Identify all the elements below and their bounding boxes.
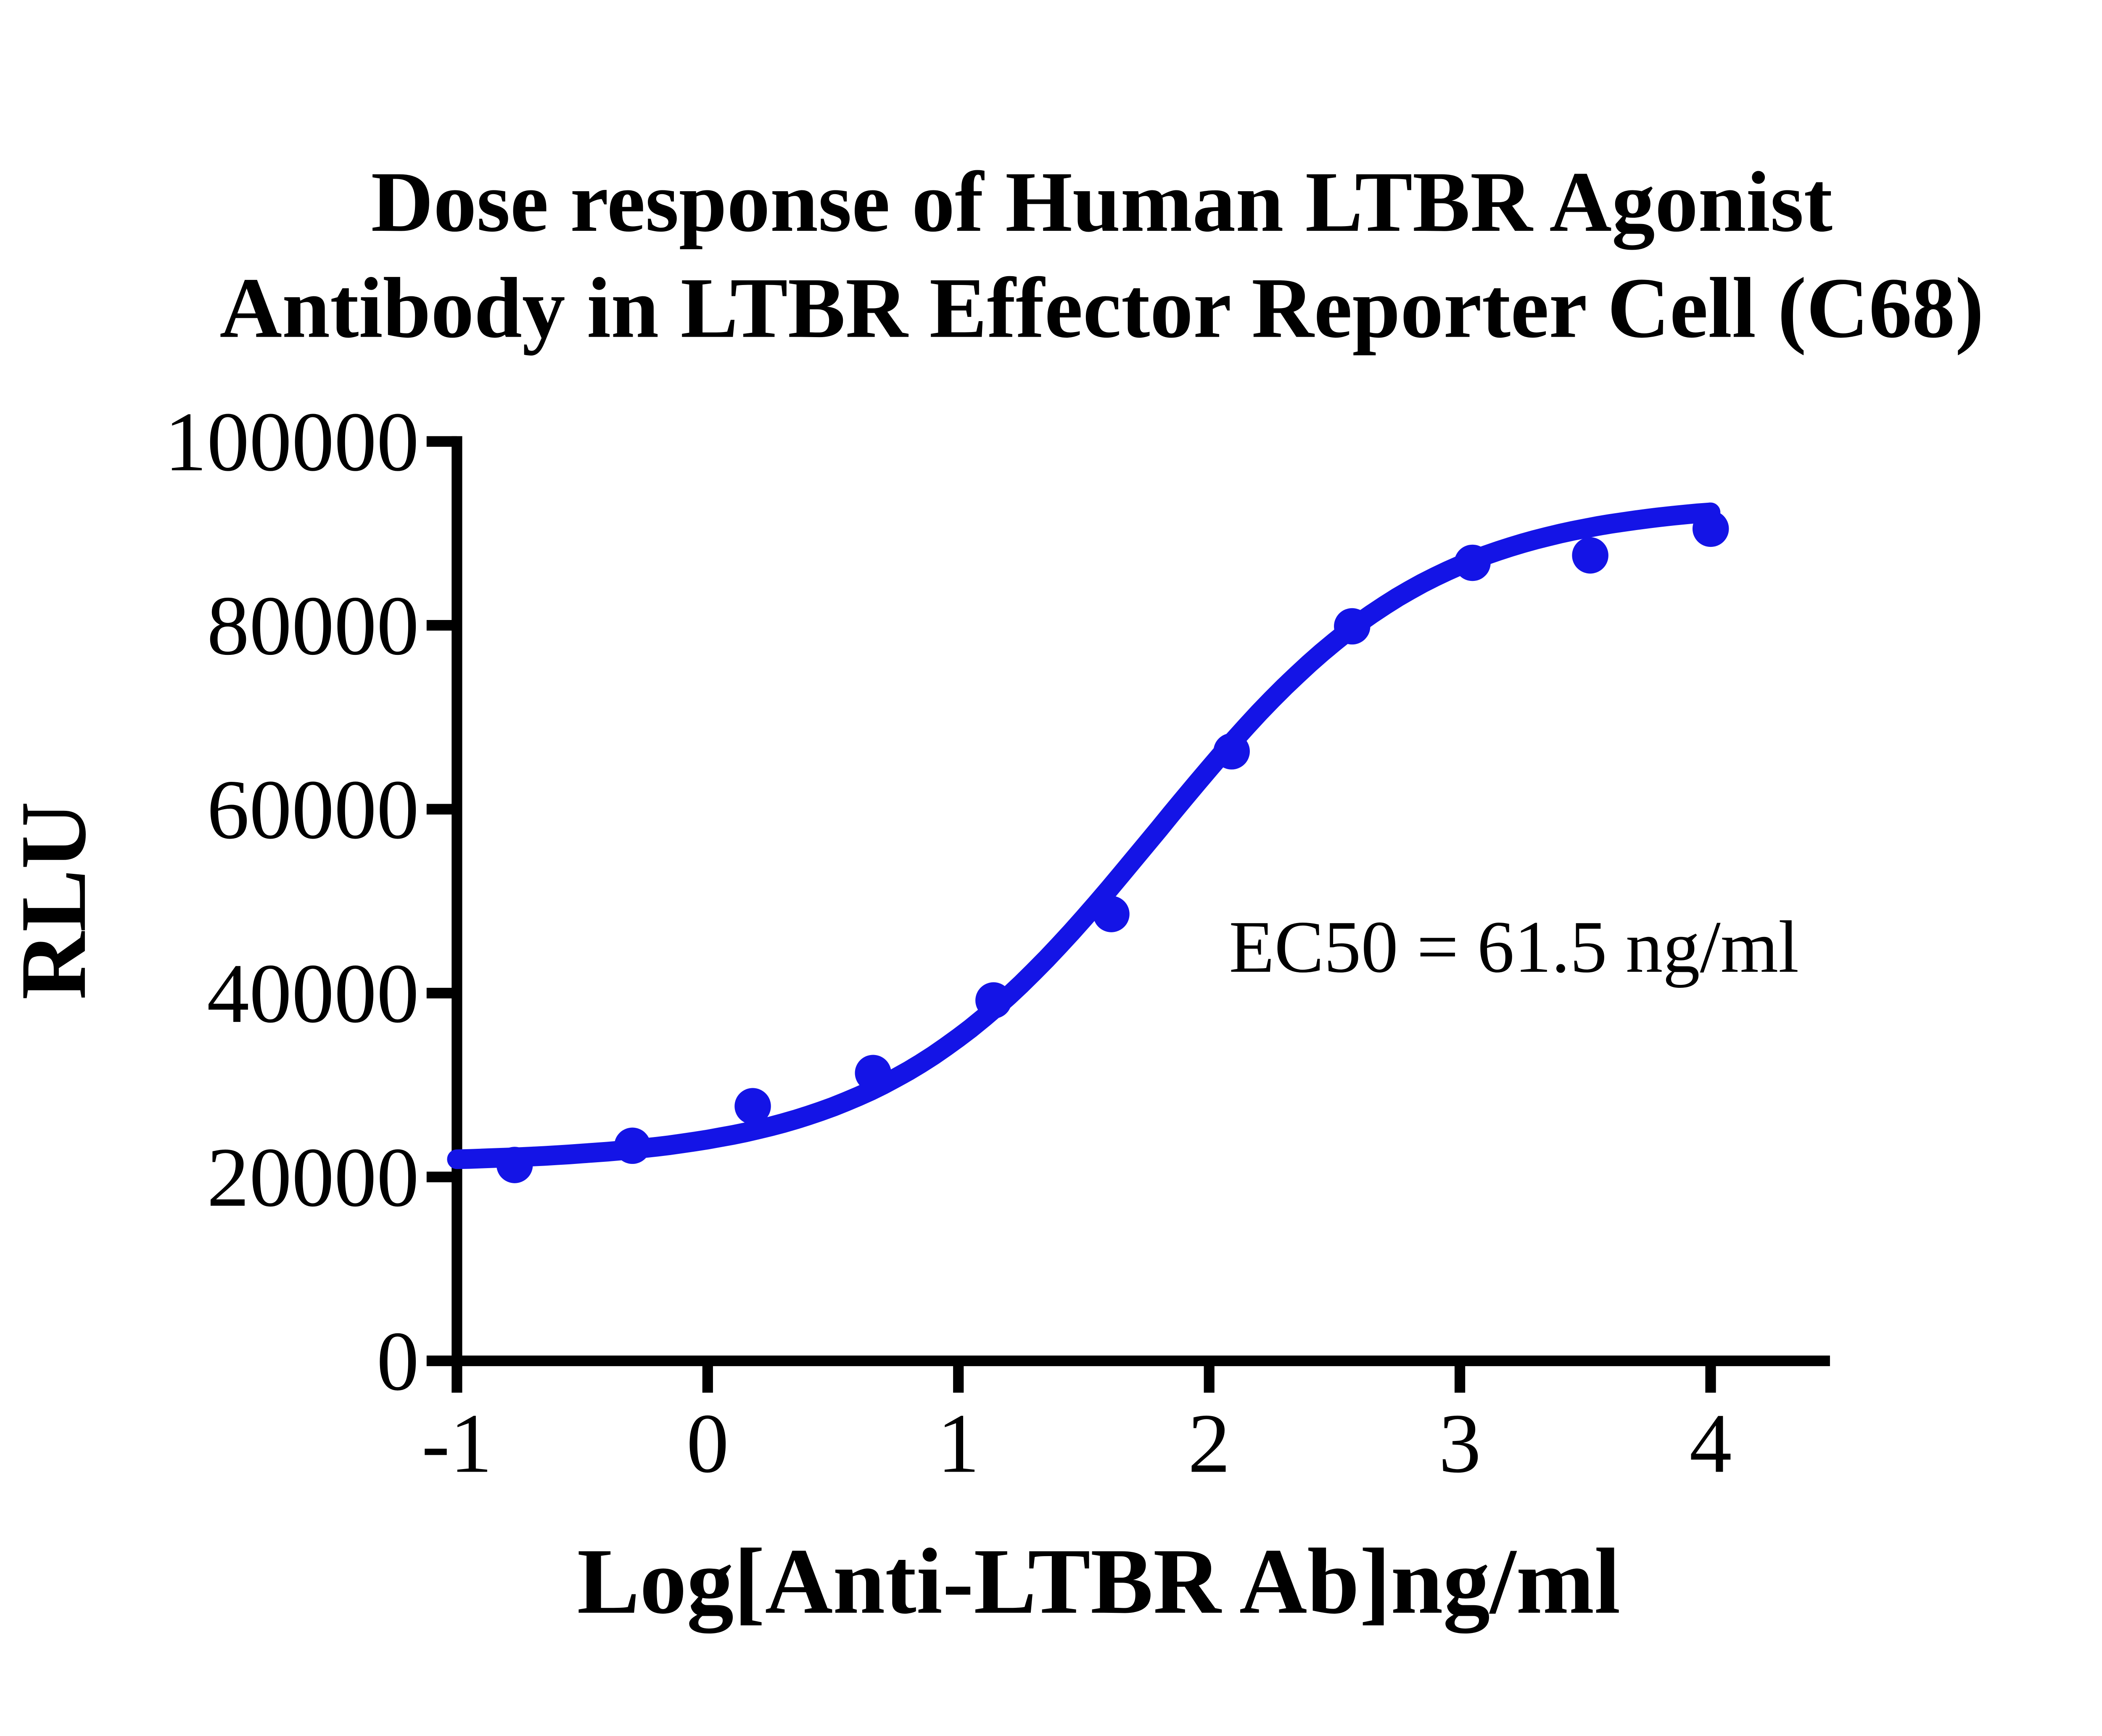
x-tick-label: 0 xyxy=(687,1396,729,1491)
data-point xyxy=(1692,510,1729,547)
y-tick-label: 40000 xyxy=(207,946,419,1040)
data-point xyxy=(1213,733,1250,770)
x-axis-title: Log[Anti-LTBR Ab]ng/ml xyxy=(577,1530,1621,1633)
x-tick-label: 3 xyxy=(1439,1396,1481,1491)
y-tick-label: 0 xyxy=(377,1314,419,1408)
data-point xyxy=(1572,537,1608,574)
y-tick-label: 20000 xyxy=(207,1130,419,1224)
axes xyxy=(426,436,1830,1393)
data-point xyxy=(855,1055,892,1092)
x-tick-label: -1 xyxy=(422,1396,492,1491)
ec50-annotation: EC50 = 61.5 ng/ml xyxy=(1229,906,1799,988)
x-tick-label: 4 xyxy=(1690,1396,1732,1491)
data-points xyxy=(496,510,1729,1183)
chart-title-line2: Antibody in LTBR Effector Reporter Cell … xyxy=(219,260,1984,356)
y-axis-title: RLU xyxy=(2,802,106,1000)
data-point xyxy=(734,1088,771,1124)
data-point xyxy=(614,1127,651,1164)
data-point xyxy=(1454,544,1491,581)
x-tick-label: 2 xyxy=(1188,1396,1231,1491)
y-tick-label: 80000 xyxy=(207,578,419,673)
y-tick-label: 100000 xyxy=(164,395,419,489)
fit-curve-line xyxy=(447,502,1721,1169)
data-point xyxy=(1093,896,1130,932)
x-tick-label: 1 xyxy=(937,1396,980,1491)
data-point xyxy=(1334,608,1371,645)
y-tick-label: 60000 xyxy=(207,762,419,857)
chart-title-line1: Dose response of Human LTBR Agonist xyxy=(371,154,1833,250)
data-point xyxy=(496,1147,533,1183)
data-point xyxy=(975,982,1012,1019)
